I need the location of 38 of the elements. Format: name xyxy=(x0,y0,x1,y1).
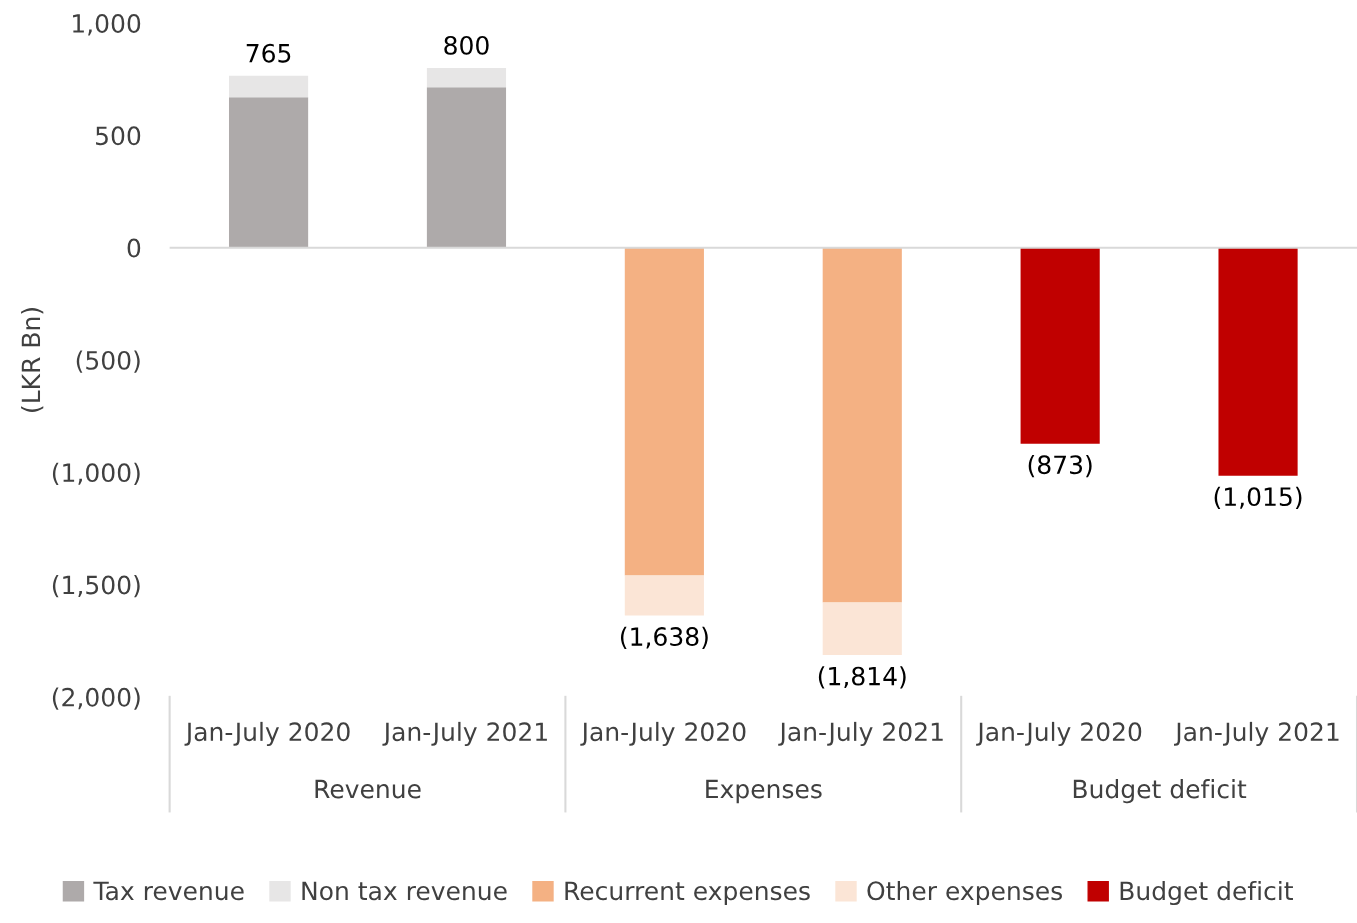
x-tick-label: Jan-July 2021 xyxy=(382,721,547,747)
y-tick-label: (2,000) xyxy=(52,687,140,710)
legend-label: Budget deficit xyxy=(1120,880,1293,906)
total-label: (873) xyxy=(1028,454,1092,478)
bar xyxy=(426,67,507,88)
x-tick-label: Jan-July 2020 xyxy=(580,721,746,747)
legend-label: Tax revenue xyxy=(93,881,244,901)
x-tick-label: Jan-July 2021 xyxy=(778,721,943,747)
bar xyxy=(822,247,902,603)
total-label: 765 xyxy=(246,43,291,63)
bar xyxy=(1218,247,1298,476)
x-tick-label: Jan-July 2020 xyxy=(184,721,350,747)
bar xyxy=(426,87,507,248)
bar xyxy=(228,97,309,248)
bar xyxy=(624,575,704,616)
total-label: 800 xyxy=(444,35,489,55)
x-tick-label: Jan-July 2020 xyxy=(976,721,1142,747)
text: Revenue xyxy=(315,779,421,799)
bar xyxy=(228,75,309,98)
total-label: (1,814) xyxy=(818,666,906,689)
total-label: (1,015) xyxy=(1214,486,1302,510)
y-tick-label: 1,000 xyxy=(73,14,141,36)
text: Budget deficit xyxy=(1073,779,1247,804)
total-label: (1,638) xyxy=(620,626,708,649)
x-tick-label: Jan-July 2021 xyxy=(1174,721,1339,747)
legend-label: Other expenses xyxy=(867,880,1062,906)
legend-label: Recurrent expenses xyxy=(565,881,810,906)
y-tick-label: 0 xyxy=(127,238,141,258)
bar xyxy=(1020,247,1100,444)
y-tick-label: (1,500) xyxy=(52,575,140,598)
bar xyxy=(624,247,704,576)
text: Expenses xyxy=(706,779,822,804)
y-axis-title: (LKR Bn) xyxy=(21,308,44,412)
bar xyxy=(822,602,902,656)
legend-label: Non tax revenue xyxy=(302,881,507,901)
y-tick-label: 500 xyxy=(96,126,141,146)
y-tick-label: (1,000) xyxy=(52,462,140,486)
y-tick-label: (500) xyxy=(76,350,140,373)
